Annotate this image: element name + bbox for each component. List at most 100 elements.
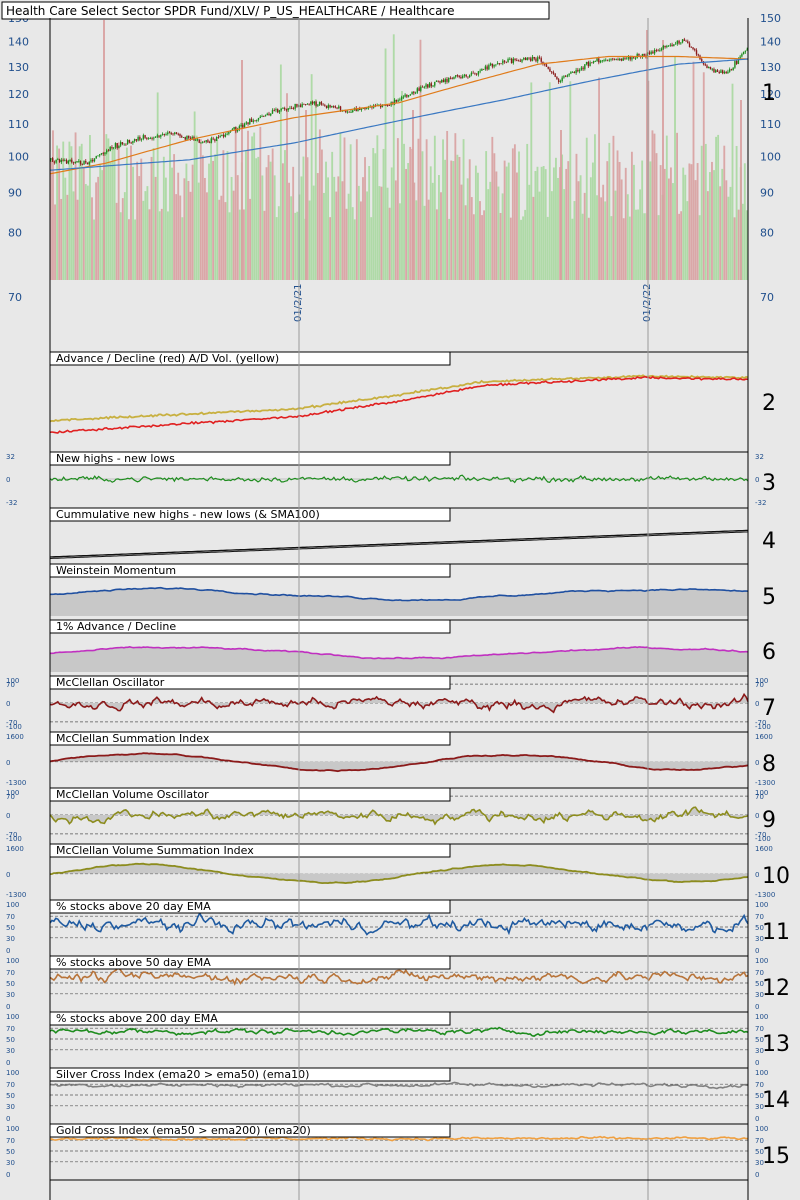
volume-bar [78, 146, 81, 280]
candle-body [285, 109, 288, 111]
volume-spike [646, 30, 648, 280]
volume-bar [173, 154, 176, 280]
volume-bar [509, 217, 512, 280]
candle-body [495, 64, 497, 66]
panel-number: 5 [762, 585, 776, 610]
volume-bar [565, 168, 568, 280]
volume-bar [680, 211, 683, 280]
volume-bar [187, 180, 190, 280]
tick-right: 0 [755, 1115, 759, 1123]
candle-body [92, 159, 94, 162]
candle-body [97, 155, 99, 157]
candle-body [516, 59, 518, 61]
candle-body [685, 40, 687, 42]
candle-body [252, 120, 254, 122]
candle-body [664, 45, 666, 48]
candle-body [58, 159, 61, 163]
sma-line [49, 58, 749, 171]
volume-bar [255, 158, 258, 280]
volume-bar [121, 198, 124, 280]
volume-bar [614, 190, 617, 280]
candle-body [67, 161, 70, 164]
candle-body [331, 105, 333, 108]
candle-body [278, 110, 281, 113]
candle-body [481, 69, 483, 71]
volume-bar [569, 81, 572, 280]
candle-body [624, 58, 626, 60]
candle-body [181, 136, 183, 138]
candle-body [153, 137, 155, 139]
candle-body [221, 134, 223, 137]
candle-body [662, 45, 665, 49]
volume-bar [741, 203, 744, 280]
volume-bar [452, 161, 455, 280]
volume-bar [245, 150, 247, 280]
candle-body [250, 118, 253, 122]
candle-body [306, 103, 309, 105]
candle-body [393, 99, 396, 105]
area-fill [50, 694, 748, 713]
volume-bar [427, 199, 430, 280]
indicator-panel-3: 32 32 0 0 -32 -32 New highs - new lows 3 [6, 451, 776, 507]
candle-body [563, 76, 565, 78]
volume-bar [273, 175, 276, 280]
volume-bar [329, 217, 332, 280]
panel-number: 8 [762, 752, 776, 777]
tick-right: 70 [755, 681, 764, 689]
candle-body [137, 137, 139, 141]
candle-body [116, 143, 118, 149]
candle-body [428, 83, 431, 88]
volume-bar [214, 154, 217, 280]
tick-right: 1600 [755, 733, 773, 741]
candle-body [587, 61, 590, 67]
volume-bar [288, 182, 290, 280]
candle-body [468, 74, 471, 77]
volume-bar [717, 134, 720, 280]
candle-body [200, 142, 202, 144]
candle-body [678, 40, 680, 44]
candle-body [72, 162, 75, 164]
tick-right: 0 [755, 871, 759, 879]
candle-body [580, 67, 583, 70]
volume-bar [425, 139, 428, 280]
candle-body [121, 142, 124, 144]
candle-body [62, 159, 64, 161]
candle-body [350, 111, 352, 113]
panel-number: 3 [762, 471, 776, 496]
tick-left: 70 [6, 1081, 15, 1089]
volume-bar [325, 161, 327, 280]
tick-right: 30 [755, 935, 764, 943]
volume-bar [555, 157, 557, 280]
volume-bar [474, 165, 477, 280]
candle-body [653, 49, 656, 54]
indicator-panel-6: 1% Advance / Decline 6 [49, 619, 776, 672]
volume-bar [93, 219, 95, 280]
candle-body [296, 103, 298, 107]
candle-body [133, 139, 136, 141]
oscillator-line [49, 692, 749, 714]
candle-body [444, 78, 446, 83]
volume-bar [481, 215, 483, 280]
tick-left: 70 [6, 681, 15, 689]
volume-bar [275, 217, 278, 280]
volume-spike [103, 20, 105, 280]
candle-body [198, 139, 200, 143]
tick-right: 70 [755, 1025, 764, 1033]
tick-right: 100 [755, 1069, 768, 1077]
volume-bar [148, 209, 151, 280]
breadth-line [49, 911, 749, 936]
candle-body [364, 107, 366, 110]
volume-bar [622, 218, 625, 280]
tick-right: 100 [755, 1125, 768, 1133]
candle-body [510, 58, 513, 64]
candle-body [484, 66, 487, 70]
volume-bar [208, 163, 210, 280]
panel-title: 1% Advance / Decline [56, 620, 176, 633]
candle-body [626, 58, 628, 60]
volume-bar [624, 167, 627, 280]
volume-bar [454, 133, 457, 280]
volume-bar [491, 136, 494, 280]
breadth-line [49, 1026, 749, 1037]
volume-bar [462, 139, 465, 280]
